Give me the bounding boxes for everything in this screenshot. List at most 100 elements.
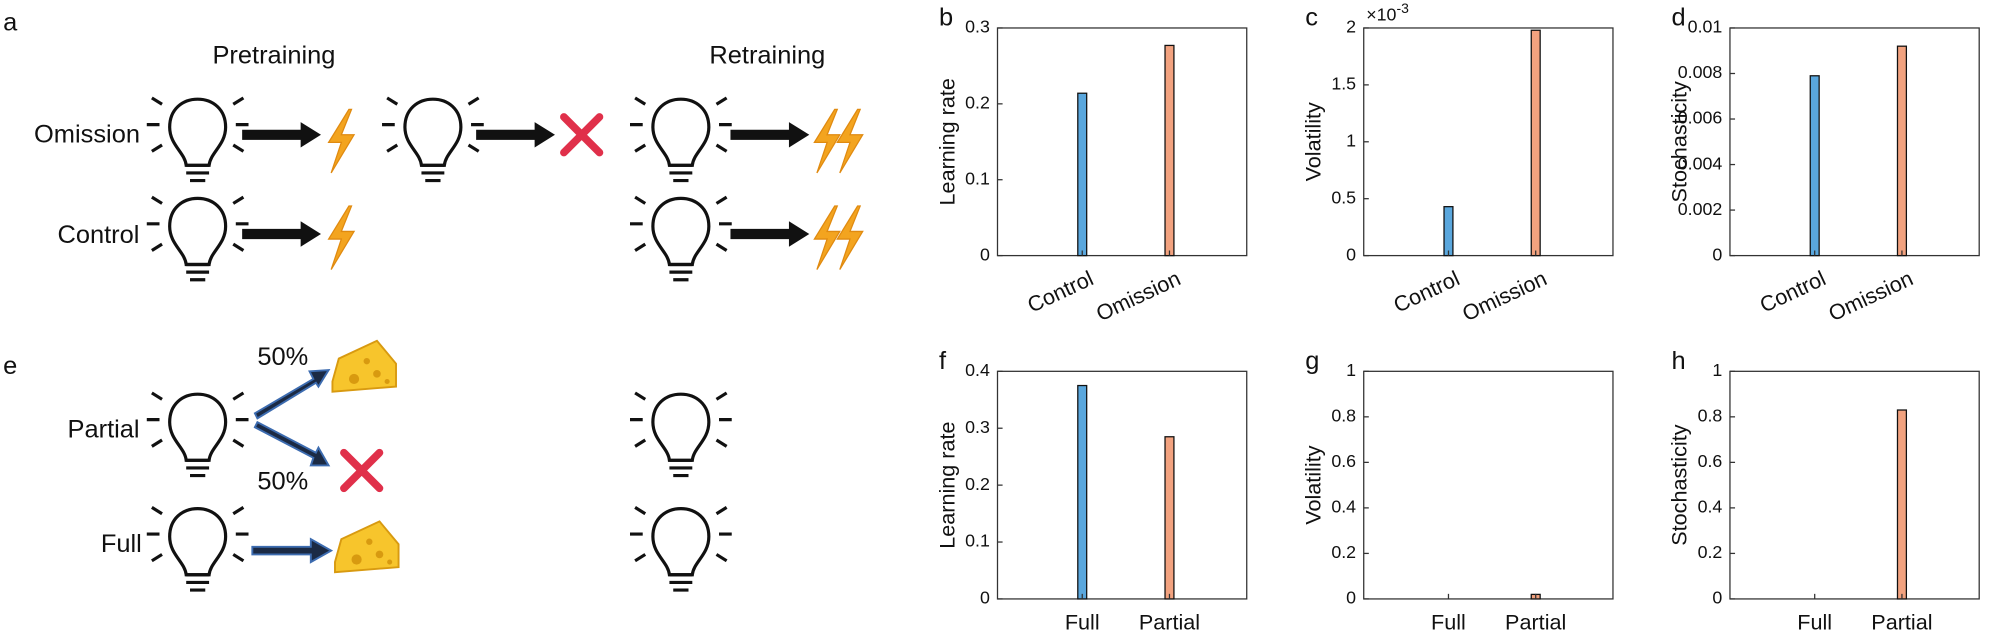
bar bbox=[1530, 29, 1541, 257]
x-tick-label: Control bbox=[1023, 265, 1097, 317]
arrow bbox=[730, 221, 810, 247]
bar bbox=[1077, 92, 1088, 257]
x-tick-label: Partial bbox=[1871, 609, 1932, 632]
y-tick-label: 0.8 bbox=[1331, 406, 1356, 426]
x-tick-label: Omission bbox=[1092, 265, 1184, 326]
arrow bbox=[251, 537, 334, 564]
plot-frame bbox=[1729, 27, 1980, 257]
y-tick-label: 2 bbox=[1346, 17, 1356, 37]
y-axis-label: Volatility bbox=[1300, 102, 1325, 181]
x-tick-label: Control bbox=[1390, 265, 1464, 317]
x-tick-label: Control bbox=[1756, 265, 1830, 317]
x-tick-label: Omission bbox=[1458, 265, 1550, 326]
y-axis-label: Learning rate bbox=[934, 421, 959, 548]
plot-frame bbox=[1363, 27, 1614, 257]
shock bbox=[836, 205, 864, 271]
y-tick-label: 0.6 bbox=[1331, 451, 1356, 471]
y-tick-label: 0.8 bbox=[1698, 406, 1723, 426]
bulb bbox=[628, 195, 734, 282]
y-tick-label: 0.1 bbox=[965, 168, 990, 188]
arrow bbox=[730, 122, 810, 148]
y-tick-label: 0.01 bbox=[1688, 17, 1723, 37]
y-tick-label: 0 bbox=[980, 588, 990, 608]
bar bbox=[1164, 436, 1175, 600]
arrow bbox=[253, 420, 331, 467]
shock bbox=[813, 205, 841, 271]
arrow bbox=[242, 122, 321, 148]
multiplier-base: ×10 bbox=[1366, 4, 1396, 24]
y-tick-label: 0.004 bbox=[1678, 153, 1723, 173]
y-tick-label: 0.5 bbox=[1331, 187, 1356, 207]
y-tick-label: 0.2 bbox=[1331, 542, 1356, 562]
y-tick-label: 0.006 bbox=[1678, 108, 1723, 128]
panel-letter: e bbox=[3, 352, 17, 380]
arrow bbox=[253, 368, 331, 420]
y-tick-label: 0.008 bbox=[1678, 62, 1723, 82]
bar bbox=[1809, 75, 1820, 257]
arrow bbox=[476, 122, 555, 148]
y-tick-label: 0.2 bbox=[1698, 542, 1723, 562]
y-tick-label: 0 bbox=[1346, 244, 1356, 264]
phase-label: Retraining bbox=[709, 42, 825, 70]
y-tick-label: 0 bbox=[1346, 588, 1356, 608]
y-tick-label: 0 bbox=[1712, 588, 1722, 608]
plot-frame bbox=[1363, 370, 1614, 600]
shock bbox=[836, 108, 864, 174]
multiplier-exponent: -3 bbox=[1396, 0, 1409, 16]
panel-letter: c bbox=[1305, 3, 1318, 31]
group-label: Control bbox=[57, 221, 139, 249]
bulb bbox=[145, 391, 251, 478]
y-tick-label: 0.2 bbox=[965, 474, 990, 494]
y-axis-label: Learning rate bbox=[934, 78, 959, 205]
probability-label: 50% bbox=[257, 343, 308, 371]
group-label: Partial bbox=[68, 415, 140, 443]
bulb bbox=[145, 96, 251, 183]
no-outcome bbox=[344, 453, 380, 489]
diagram: a e Pretraining Retraining Omission Cont… bbox=[3, 9, 864, 592]
bulb bbox=[628, 505, 734, 592]
shock bbox=[327, 108, 355, 174]
y-axis-label: Stochasticity bbox=[1667, 424, 1692, 545]
reward bbox=[331, 339, 397, 393]
plot-frame bbox=[996, 370, 1248, 600]
bulb bbox=[145, 195, 251, 282]
bulb bbox=[628, 96, 734, 183]
y-tick-label: 0.3 bbox=[965, 417, 990, 437]
x-tick-label: Omission bbox=[1825, 265, 1917, 326]
bulb bbox=[628, 391, 734, 478]
y-tick-label: 0.002 bbox=[1678, 199, 1723, 219]
y-tick-label: 0.1 bbox=[965, 531, 990, 551]
bar bbox=[1896, 45, 1908, 257]
x-tick-label: Full bbox=[1065, 609, 1100, 632]
x-tick-label: Full bbox=[1431, 609, 1466, 632]
arrow bbox=[242, 221, 321, 247]
bar bbox=[1164, 44, 1175, 257]
phase-label: Pretraining bbox=[212, 42, 335, 70]
y-tick-label: 1.5 bbox=[1331, 74, 1356, 94]
y-tick-label: 0 bbox=[1712, 244, 1722, 264]
panel-letter: b bbox=[939, 3, 953, 31]
panel-letter: f bbox=[939, 347, 947, 375]
y-tick-label: 0.6 bbox=[1698, 451, 1723, 471]
panel-letter: g bbox=[1305, 347, 1319, 375]
plot-frame bbox=[996, 27, 1248, 257]
bar bbox=[1443, 206, 1454, 257]
group-label: Full bbox=[101, 530, 142, 558]
shock bbox=[327, 205, 355, 271]
y-tick-label: 0.2 bbox=[965, 93, 990, 113]
no-outcome bbox=[564, 117, 600, 153]
x-tick-label: Partial bbox=[1139, 609, 1200, 632]
x-tick-label: Partial bbox=[1505, 609, 1566, 632]
bulb bbox=[145, 505, 251, 592]
bar bbox=[1896, 409, 1908, 600]
panel-letter: a bbox=[3, 9, 18, 37]
x-tick-label: Full bbox=[1797, 609, 1832, 632]
y-tick-label: 0.4 bbox=[1698, 497, 1723, 517]
bar bbox=[1077, 384, 1088, 600]
y-tick-label: 1 bbox=[1712, 360, 1722, 380]
y-multiplier: ×10-3 bbox=[1366, 0, 1409, 24]
y-tick-label: 0.4 bbox=[965, 360, 990, 380]
probability-label: 50% bbox=[257, 468, 308, 496]
group-label: Omission bbox=[34, 120, 140, 148]
